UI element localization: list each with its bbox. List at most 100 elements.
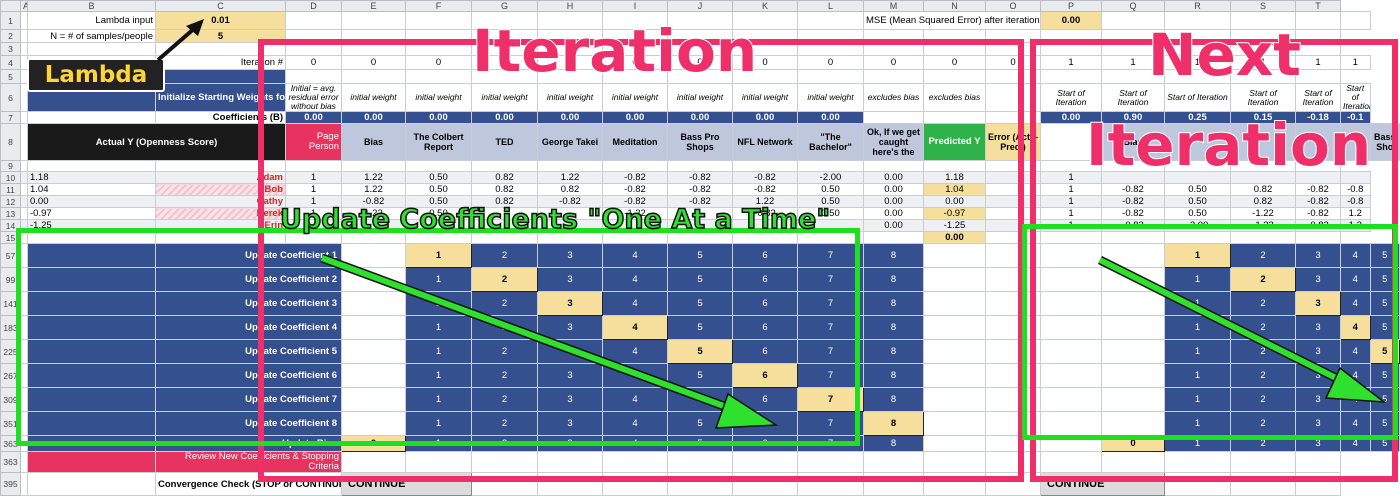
- empty-cell[interactable]: [1340, 11, 1371, 30]
- feature-value[interactable]: -0.82: [732, 183, 798, 196]
- column-header[interactable]: M: [863, 0, 924, 12]
- cell[interactable]: [20, 267, 28, 292]
- row-header[interactable]: 3: [0, 42, 21, 56]
- feature-value[interactable]: 1: [285, 195, 342, 208]
- cell[interactable]: [1101, 411, 1165, 436]
- empty-cell[interactable]: [155, 160, 286, 172]
- feature-value[interactable]: 1: [285, 183, 342, 196]
- update-step-cell[interactable]: 5: [667, 291, 733, 316]
- empty-cell[interactable]: [985, 29, 1041, 43]
- coefficient-value[interactable]: 0.00: [285, 111, 342, 124]
- column-header[interactable]: C: [155, 0, 286, 12]
- next-update-step-cell[interactable]: 1: [1164, 363, 1231, 388]
- update-step-cell[interactable]: 4: [602, 315, 668, 340]
- row-header[interactable]: 10: [0, 171, 21, 184]
- cell[interactable]: [20, 207, 28, 220]
- empty-cell[interactable]: [20, 160, 28, 172]
- update-step-cell[interactable]: 3: [537, 411, 603, 436]
- next-feature-value[interactable]: 1.2: [1340, 219, 1371, 232]
- update-step-cell[interactable]: 7: [797, 315, 864, 340]
- next-update-step-cell[interactable]: 3: [1295, 243, 1341, 268]
- empty-cell[interactable]: [923, 451, 986, 473]
- cell[interactable]: [27, 339, 156, 364]
- next-feature-value[interactable]: 1: [1040, 207, 1102, 220]
- next-update-step-cell[interactable]: 1: [1164, 291, 1231, 316]
- cell[interactable]: [985, 195, 1041, 208]
- column-header[interactable]: G: [471, 0, 538, 12]
- next-feature-value[interactable]: -0.82: [1101, 195, 1165, 208]
- empty-cell[interactable]: [1230, 472, 1296, 496]
- empty-cell[interactable]: [667, 472, 733, 496]
- iteration-cell[interactable]: 0: [985, 55, 1041, 70]
- iteration-cell[interactable]: 0: [797, 55, 864, 70]
- update-step-cell[interactable]: 5: [667, 363, 733, 388]
- cell[interactable]: [20, 339, 28, 364]
- next-feature-value[interactable]: 1.2: [1340, 207, 1371, 220]
- update-step-cell[interactable]: 4: [602, 291, 668, 316]
- empty-cell[interactable]: [667, 160, 733, 172]
- update-step-cell[interactable]: 1: [405, 291, 472, 316]
- next-feature-value[interactable]: -1.22: [1230, 207, 1296, 220]
- row-header[interactable]: 309: [0, 387, 21, 412]
- column-header[interactable]: P: [1040, 0, 1102, 12]
- next-continue-button[interactable]: CONTINUE: [1040, 472, 1165, 496]
- empty-cell[interactable]: [405, 29, 472, 43]
- empty-cell[interactable]: [537, 472, 603, 496]
- empty-cell[interactable]: [985, 339, 1041, 364]
- empty-cell[interactable]: [923, 411, 986, 436]
- empty-cell[interactable]: [1040, 435, 1102, 452]
- update-step-cell[interactable]: 8: [863, 435, 924, 452]
- empty-cell[interactable]: [602, 160, 668, 172]
- feature-value[interactable]: -2.00: [797, 171, 864, 184]
- update-step-cell[interactable]: 1: [405, 363, 472, 388]
- actual-y-value[interactable]: 0.00: [27, 195, 156, 208]
- empty-cell[interactable]: [985, 42, 1041, 56]
- empty-cell[interactable]: [732, 451, 798, 473]
- cell[interactable]: [20, 451, 28, 473]
- next-update-step-cell[interactable]: 5: [1369, 267, 1400, 292]
- feature-value[interactable]: -0.82: [602, 183, 668, 196]
- cell[interactable]: [27, 363, 156, 388]
- cell[interactable]: [20, 11, 28, 30]
- empty-cell[interactable]: [923, 315, 986, 340]
- empty-cell[interactable]: [405, 11, 472, 30]
- update-step-cell[interactable]: 1: [405, 267, 472, 292]
- empty-cell[interactable]: [923, 339, 986, 364]
- update-step-cell[interactable]: 2: [471, 411, 538, 436]
- cell[interactable]: [20, 171, 28, 184]
- empty-cell[interactable]: [923, 472, 986, 496]
- empty-cell[interactable]: [1295, 231, 1341, 244]
- column-header[interactable]: J: [667, 0, 733, 12]
- row-header[interactable]: 4: [0, 55, 21, 70]
- next-feature-value[interactable]: 1: [1040, 183, 1102, 196]
- cell[interactable]: [27, 451, 156, 473]
- update-step-cell[interactable]: 5: [667, 267, 733, 292]
- row-header[interactable]: 12: [0, 195, 21, 208]
- column-header[interactable]: S: [1230, 0, 1296, 12]
- cell[interactable]: [985, 219, 1041, 232]
- cell[interactable]: [20, 291, 28, 316]
- empty-cell[interactable]: [341, 69, 406, 84]
- cell[interactable]: [27, 291, 156, 316]
- row-header[interactable]: 363: [0, 451, 21, 473]
- empty-cell[interactable]: [285, 42, 342, 56]
- update-step-cell[interactable]: 3: [537, 267, 603, 292]
- predicted-value[interactable]: 0.00: [863, 219, 924, 232]
- coefficient-value[interactable]: 0.00: [797, 111, 864, 124]
- update-step-cell[interactable]: 5: [667, 243, 733, 268]
- row-header[interactable]: 11: [0, 183, 21, 196]
- next-update-step-cell[interactable]: 2: [1230, 315, 1296, 340]
- row-header[interactable]: 395: [0, 472, 21, 496]
- row-header[interactable]: 8: [0, 123, 21, 161]
- update-step-cell[interactable]: 6: [732, 411, 798, 436]
- update-step-cell[interactable]: 7: [797, 291, 864, 316]
- row-header[interactable]: 183: [0, 315, 21, 340]
- predicted-value[interactable]: 0.00: [863, 183, 924, 196]
- next-feature-value[interactable]: [1230, 171, 1296, 184]
- coefficient-value[interactable]: 0.00: [732, 111, 798, 124]
- empty-cell[interactable]: [537, 160, 603, 172]
- next-update-step-cell[interactable]: 5: [1369, 315, 1400, 340]
- mse-value[interactable]: 0.00: [1040, 11, 1102, 30]
- person-name[interactable]: Adam: [155, 171, 286, 184]
- lambda-value[interactable]: 0.01: [155, 11, 286, 30]
